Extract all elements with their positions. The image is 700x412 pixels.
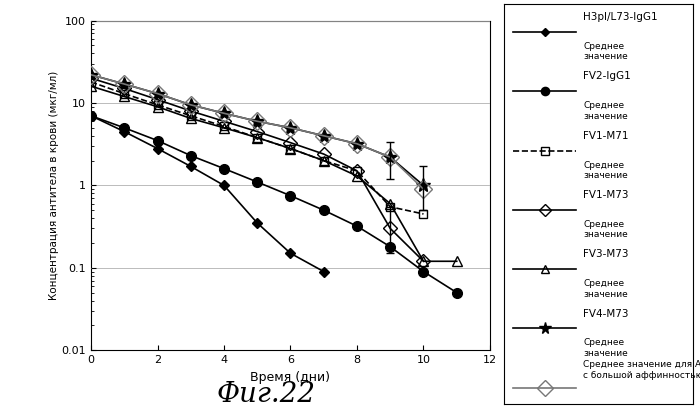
X-axis label: Время (дни): Время (дни) [251, 371, 330, 384]
Text: FV3-M73: FV3-M73 [583, 249, 629, 259]
Text: Среднее
значение: Среднее значение [583, 161, 628, 180]
Text: FV1-M71: FV1-M71 [583, 131, 629, 140]
Text: FV2-IgG1: FV2-IgG1 [583, 71, 631, 82]
Text: Фиг.22: Фиг.22 [216, 381, 316, 408]
Text: FV4-M73: FV4-M73 [583, 309, 629, 318]
Text: Среднее
значение: Среднее значение [583, 220, 628, 239]
Text: Среднее
значение: Среднее значение [583, 279, 628, 299]
Y-axis label: Концентрация антитела в крови (мкг/мл): Концентрация антитела в крови (мкг/мл) [49, 71, 59, 300]
Text: H3pI/L73-IgG1: H3pI/L73-IgG1 [583, 12, 658, 22]
Text: Среднее значение для Ат
с большой аффинностью: Среднее значение для Ат с большой аффинн… [583, 360, 700, 380]
Text: Среднее
значение: Среднее значение [583, 101, 628, 121]
Text: Среднее
значение: Среднее значение [583, 339, 628, 358]
Text: FV1-M73: FV1-M73 [583, 190, 629, 200]
Text: Среднее
значение: Среднее значение [583, 42, 628, 61]
